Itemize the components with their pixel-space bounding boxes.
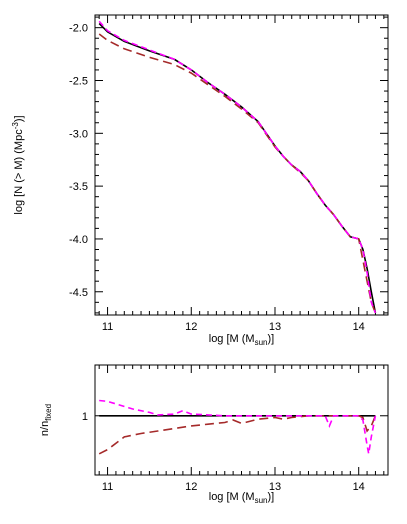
series-line-2 (99, 399, 377, 454)
x-axis-label: log [M (Msun)] (209, 491, 274, 505)
x-axis-label-suffix: )] (268, 491, 275, 503)
y-axis-label-main: log [N (> M) (Mpc (13, 129, 25, 215)
y-tick-label: -2.0 (69, 23, 88, 35)
y-tick-label: -2.5 (69, 75, 88, 87)
y-axis-label: n/nfixed (39, 404, 53, 436)
top-panel: 11 12 13 14 -2.0 -2.5 -3.0 -3.5 -4.0 -4.5 log [M (… (11, 14, 389, 347)
y-axis-label-sub: fixed (44, 404, 53, 421)
y-axis-label-suffix: )] (13, 115, 25, 122)
x-axis-label-main: log [M (M (209, 333, 255, 345)
plot-frame (94, 364, 389, 476)
y-tick-label: -3.5 (69, 181, 88, 193)
x-axis-label-suffix: )] (268, 333, 275, 345)
x-tick-label: 14 (353, 321, 365, 333)
y-tick-label: -4.0 (69, 234, 88, 246)
x-axis-label: log [M (Msun)] (209, 333, 274, 347)
y-tick-label: -3.0 (69, 128, 88, 140)
y-axis-label-main: n/n (39, 421, 51, 436)
series-line-1 (98, 33, 377, 314)
y-axis-label: log [N (> M) (Mpc-3)] (11, 115, 25, 214)
x-tick-label: 12 (185, 321, 197, 333)
x-axis-label-sub: sun (255, 496, 268, 505)
x-tick-label: 14 (353, 481, 365, 493)
y-axis-label-sup: -3 (11, 122, 20, 130)
series-line-2 (98, 20, 377, 314)
y-tick-label: -4.5 (69, 287, 88, 299)
series-group (98, 399, 377, 455)
x-tick-label: 11 (102, 481, 113, 493)
x-tick-label: 13 (269, 481, 281, 493)
bottom-panel: 11 12 13 14 1 log [M (Msun)] n/nfixed (39, 364, 389, 505)
x-tick-label: 13 (269, 321, 281, 333)
x-axis-label-sub: sun (255, 338, 268, 347)
x-tick-label: 11 (102, 321, 113, 333)
x-axis-label-main: log [M (M (209, 491, 255, 503)
y-tick-label: 1 (82, 411, 88, 423)
x-tick-label: 12 (185, 481, 197, 493)
series-line-0 (98, 22, 377, 314)
plot-frame (94, 14, 389, 316)
series-line-1 (98, 415, 377, 455)
series-group (98, 20, 377, 314)
